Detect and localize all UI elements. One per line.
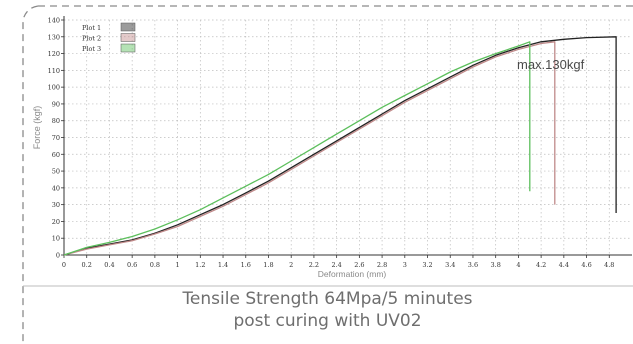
x-tick-label: 4.6 [581,261,591,269]
caption-line-1: Tensile Strength 64Mpa/5 minutes [182,289,473,309]
x-tick-label: 0.8 [150,261,160,269]
x-tick-label: 2.6 [354,261,364,269]
y-tick-label: 140 [48,17,60,25]
x-tick-label: 3.2 [422,261,432,269]
x-tick-label: 1.8 [263,261,273,269]
legend-label-plot-1: Plot 1 [82,24,101,32]
y-tick-label: 60 [52,151,60,159]
legend-swatch-plot-3 [120,43,136,53]
y-tick-label: 50 [52,168,60,176]
x-tick-label: 1.2 [195,261,205,269]
max-annotation: max.130kgf [517,57,585,72]
series-line-plot-1 [63,36,617,256]
x-tick-label: 1 [176,261,180,269]
x-axis-label: Deformation (mm) [318,269,387,279]
legend-label-plot-2: Plot 2 [82,35,101,43]
legend-label-plot-3: Plot 3 [82,45,101,53]
legend-swatch-plot-2 [120,33,136,42]
y-tick-label: 130 [48,33,60,41]
x-tick-label: 4 [516,261,520,269]
legend-swatch-plot-1 [120,22,136,32]
caption-line-2: post curing with UV02 [233,311,422,331]
y-tick-label: 30 [52,201,60,209]
x-tick-label: 2.2 [309,261,319,269]
x-tick-label: 0.2 [82,261,92,269]
x-tick-label: 2.8 [377,261,387,269]
x-tick-label: 0.4 [104,261,114,269]
y-tick-label: 0 [56,252,60,260]
caption: Tensile Strength 64Mpa/5 minutes post cu… [22,288,633,332]
y-tick-label: 70 [52,134,60,142]
x-tick-label: 4.8 [604,261,614,269]
plot-area: 0 10 20 30 40 50 60 70 80 90 100 110 120 130 140 0 0.2 0.… [32,16,632,279]
x-tick-label: 0.6 [127,261,137,269]
y-tick-label: 40 [52,184,60,192]
x-tick-label: 2.4 [331,261,341,269]
x-tick-label: 3 [403,261,407,269]
dashed-border [22,5,633,344]
y-tick-label: 80 [52,117,60,125]
x-tick-label: 1.6 [241,261,251,269]
x-tick-label: 1.4 [218,261,228,269]
y-tick-label: 10 [52,235,60,243]
x-tick-label: 4.4 [559,261,569,269]
y-tick-label: 120 [48,50,60,58]
x-tick-label: 3.4 [445,261,455,269]
y-tick-label: 110 [48,67,60,75]
x-tick-label: 0 [62,261,66,269]
x-tick-label: 4.2 [536,261,546,269]
y-tick-label: 20 [52,218,60,226]
x-tick-label: 3.8 [491,261,501,269]
y-axis-label: Force (kgf) [32,106,42,150]
y-tick-label: 100 [48,84,60,92]
series-line-plot-2 [63,41,556,256]
y-tick-label: 90 [52,100,60,108]
x-tick-label: 3.6 [468,261,478,269]
x-tick-label: 2 [289,261,293,269]
series-line-plot-3 [63,41,531,256]
